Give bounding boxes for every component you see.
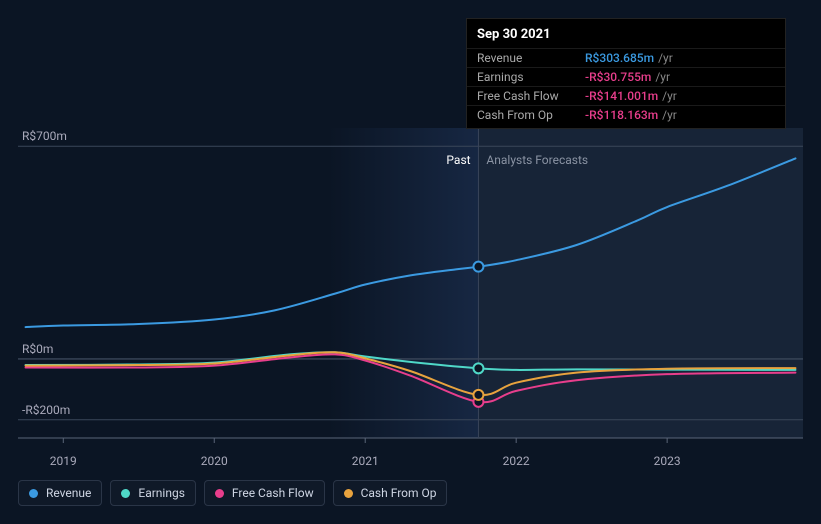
tooltip-metric-label: Free Cash Flow (477, 89, 585, 103)
tooltip-row: Free Cash Flow-R$141.001m/yr (467, 86, 785, 105)
financial-chart: R$0m -R$200m R$700m Past Analysts Forecasts… (18, 18, 803, 506)
tooltip-unit: /yr (662, 89, 677, 103)
tooltip-unit: /yr (662, 108, 677, 122)
tooltip-metric-value: -R$141.001m (585, 89, 658, 103)
x-axis-tick-label: 2022 (503, 454, 530, 468)
chart-tooltip: Sep 30 2021 RevenueR$303.685m/yrEarnings… (466, 18, 786, 129)
y-axis-tick-label: R$0m (22, 342, 53, 356)
tooltip-metric-label: Earnings (477, 70, 585, 84)
x-axis-tick-label: 2021 (352, 454, 379, 468)
tooltip-row: RevenueR$303.685m/yr (467, 48, 785, 67)
legend-label: Revenue (46, 486, 91, 500)
x-axis-tick-label: 2020 (201, 454, 228, 468)
tooltip-metric-value: -R$30.755m (585, 70, 651, 84)
y-axis-tick-label: -R$200m (22, 403, 70, 417)
forecast-label: Analysts Forecasts (486, 153, 588, 167)
legend-item[interactable]: Revenue (18, 480, 102, 506)
legend-dot-icon (215, 489, 224, 498)
tooltip-metric-value: -R$118.163m (585, 108, 658, 122)
legend-dot-icon (344, 489, 353, 498)
y-axis-tick-label: R$700m (22, 129, 67, 143)
tooltip-row: Earnings-R$30.755m/yr (467, 67, 785, 86)
tooltip-unit: /yr (658, 51, 673, 65)
tooltip-metric-label: Revenue (477, 51, 585, 65)
legend-dot-icon (121, 489, 130, 498)
legend-label: Earnings (138, 486, 185, 500)
legend-item[interactable]: Cash From Op (333, 480, 448, 506)
x-axis-tick-label: 2023 (654, 454, 681, 468)
legend-label: Cash From Op (361, 486, 437, 500)
legend-item[interactable]: Earnings (110, 480, 196, 506)
tooltip-metric-value: R$303.685m (585, 51, 654, 65)
tooltip-date: Sep 30 2021 (467, 23, 785, 48)
chart-legend: Revenue Earnings Free Cash Flow Cash From O… (18, 480, 447, 506)
legend-dot-icon (29, 489, 38, 498)
past-label: Past (446, 153, 470, 167)
legend-label: Free Cash Flow (232, 486, 314, 500)
x-axis-tick-label: 2019 (50, 454, 77, 468)
tooltip-metric-label: Cash From Op (477, 108, 585, 122)
tooltip-unit: /yr (655, 70, 670, 84)
legend-item[interactable]: Free Cash Flow (204, 480, 325, 506)
tooltip-row: Cash From Op-R$118.163m/yr (467, 105, 785, 124)
